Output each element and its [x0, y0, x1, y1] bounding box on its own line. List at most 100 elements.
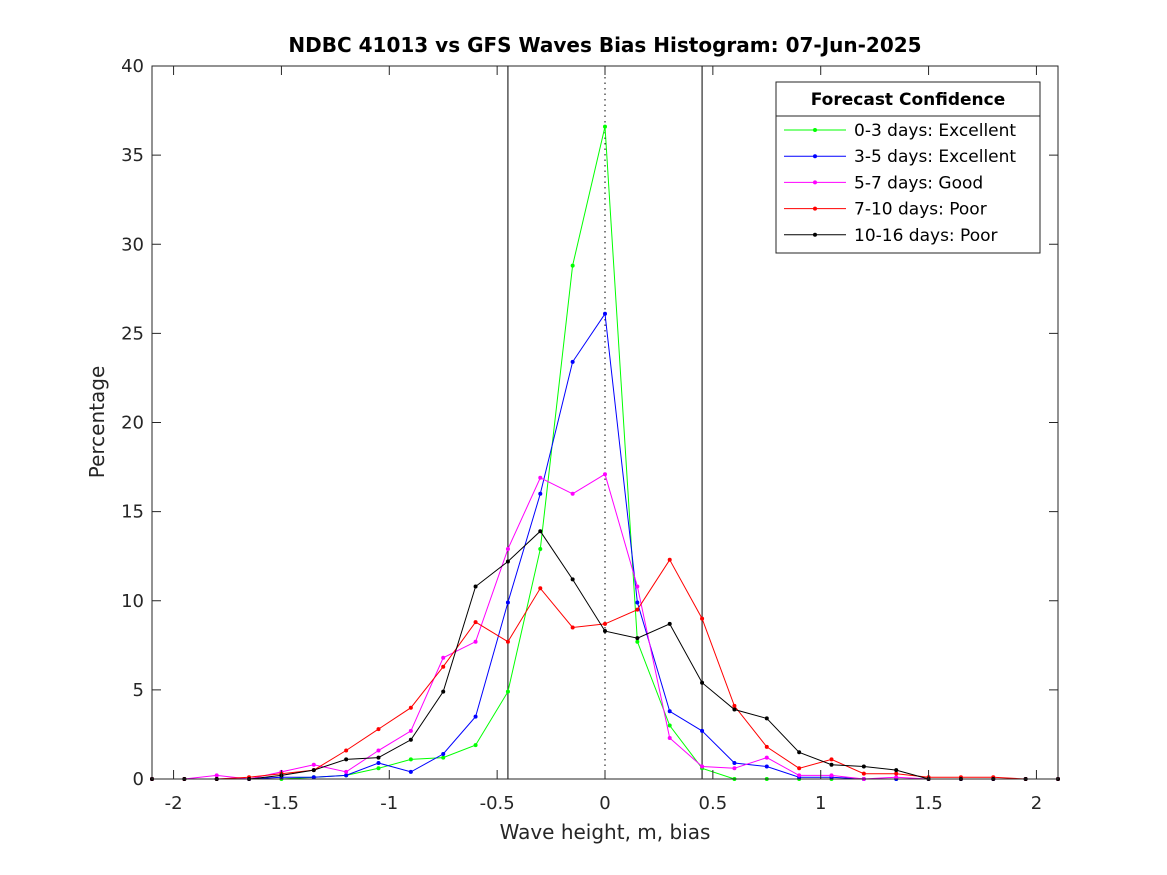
data-point: [311, 762, 316, 767]
data-point: [732, 707, 737, 712]
data-point: [408, 737, 413, 742]
data-point: [505, 559, 510, 564]
x-tick-label: 1: [815, 793, 826, 814]
data-point: [635, 639, 640, 644]
data-point: [764, 744, 769, 749]
data-point: [473, 584, 478, 589]
data-point: [829, 762, 834, 767]
legend-box: [775, 81, 1041, 254]
data-point: [635, 607, 640, 612]
legend-title: Forecast Confidence: [811, 90, 1006, 110]
data-point: [376, 755, 381, 760]
y-tick-label: 40: [121, 56, 144, 77]
data-point: [311, 768, 316, 773]
data-point: [538, 491, 543, 496]
data-point: [505, 547, 510, 552]
legend-swatch-marker: [813, 232, 817, 237]
data-point: [667, 621, 672, 626]
data-point: [829, 773, 834, 778]
data-point: [797, 773, 802, 778]
legend-swatch-marker: [813, 180, 817, 185]
data-point: [441, 689, 446, 694]
y-tick-label: 25: [121, 323, 144, 344]
reference-lines: [507, 66, 703, 779]
data-point: [635, 600, 640, 605]
data-point: [376, 766, 381, 771]
data-point: [344, 773, 349, 778]
data-point: [408, 769, 413, 774]
x-axis: -2 -1.5 -1 -0.5 0 0.5 1 1.5 2: [165, 66, 1042, 814]
data-point: [829, 757, 834, 762]
data-point: [505, 639, 510, 644]
data-point: [505, 600, 510, 605]
legend-swatch-marker: [813, 154, 817, 159]
data-point: [894, 775, 899, 780]
legend-swatch-marker: [813, 206, 817, 211]
y-axis: 0 5 10 15 20 25 30 35 40: [121, 56, 1058, 790]
data-point: [570, 263, 575, 268]
y-axis-label: Percentage: [85, 366, 109, 479]
y-tick-label: 35: [121, 145, 144, 166]
data-point: [214, 773, 219, 778]
x-axis-label: Wave height, m, bias: [500, 820, 711, 844]
legend-entry-label: 7-10 days: Poor: [854, 200, 987, 220]
data-point: [376, 760, 381, 765]
data-point: [667, 709, 672, 714]
data-point: [894, 768, 899, 773]
data-point: [700, 680, 705, 685]
data-point: [667, 736, 672, 741]
data-point: [570, 577, 575, 582]
legend-swatch-marker: [813, 128, 817, 132]
legend-entry-label: 5-7 days: Good: [854, 173, 983, 193]
data-point: [473, 714, 478, 719]
data-point: [667, 557, 672, 562]
data-point: [700, 728, 705, 733]
data-point: [473, 743, 478, 748]
data-point: [505, 689, 510, 694]
data-point: [635, 636, 640, 641]
data-point: [764, 755, 769, 760]
data-point: [344, 757, 349, 762]
data-point: [473, 639, 478, 644]
data-point: [700, 764, 705, 769]
data-point: [376, 748, 381, 753]
data-point: [441, 664, 446, 669]
data-point: [635, 584, 640, 589]
data-point: [538, 547, 543, 552]
y-tick-label: 0: [133, 769, 144, 790]
data-point: [764, 716, 769, 721]
data-point: [570, 491, 575, 496]
data-point: [344, 748, 349, 753]
y-tick-label: 5: [133, 680, 144, 701]
y-tick-label: 20: [121, 413, 144, 434]
data-point: [570, 625, 575, 630]
data-point: [797, 766, 802, 771]
data-point: [538, 475, 543, 480]
x-tick-label: 0: [599, 793, 610, 814]
data-point: [667, 723, 672, 728]
x-tick-label: 2: [1031, 793, 1042, 814]
data-point: [732, 703, 737, 708]
data-point: [700, 616, 705, 621]
data-point: [538, 529, 543, 534]
data-point: [441, 655, 446, 660]
x-tick-label: 1.5: [914, 793, 943, 814]
data-point: [603, 124, 607, 129]
x-tick-label: -1.5: [264, 793, 299, 814]
data-point: [732, 766, 737, 771]
legend-entry-label: 3-5 days: Excellent: [854, 147, 1016, 167]
series-4: [150, 529, 1060, 781]
data-point: [408, 757, 413, 762]
data-point: [894, 771, 899, 776]
data-point: [441, 755, 446, 760]
x-tick-label: -0.5: [480, 793, 515, 814]
data-point: [570, 359, 575, 364]
legend-entry-label: 0-3 days: Excellent: [854, 121, 1016, 141]
data-point: [311, 775, 316, 780]
data-point: [861, 764, 866, 769]
y-tick-label: 10: [121, 591, 144, 612]
x-tick-label: -1: [380, 793, 398, 814]
data-point: [603, 311, 607, 316]
data-point: [408, 705, 413, 710]
